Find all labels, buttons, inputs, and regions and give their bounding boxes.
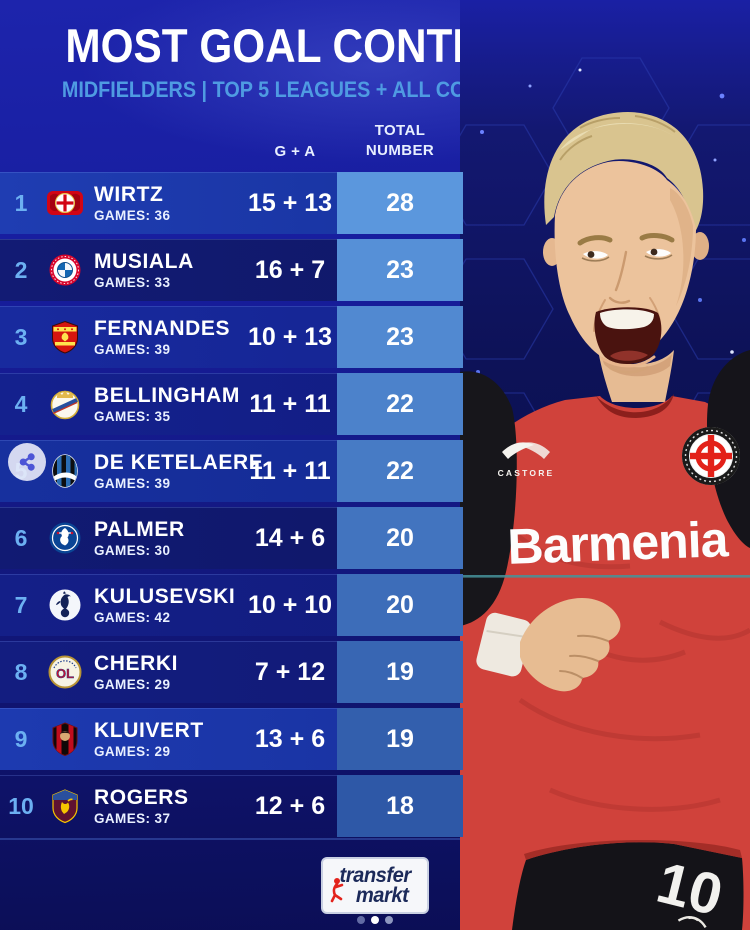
rank-label: 4: [14, 390, 28, 417]
rank-label: 7: [14, 591, 28, 618]
rank-label: 3: [14, 323, 28, 350]
goals-assists-value: 11 + 11: [249, 456, 331, 485]
column-header-ga: G + A: [274, 143, 316, 160]
bayer-leverkusen-badge-icon: [42, 188, 88, 218]
bayern-munich-badge-icon: [42, 253, 88, 287]
carousel-dot-active[interactable]: [371, 916, 379, 924]
tottenham-badge-icon: [42, 588, 88, 622]
total-value: 20: [337, 574, 463, 636]
kicking-player-icon: [328, 877, 346, 908]
player-games: GAMES: 29: [94, 744, 171, 760]
table-row: 1 WIRTZ GAMES: 36 15 + 13 28: [0, 172, 463, 234]
column-header-total-line1: TOTAL: [374, 122, 426, 139]
atalanta-badge-icon: [42, 453, 88, 489]
player-name: MUSIALA: [94, 249, 194, 273]
rank-label: 2: [14, 256, 28, 283]
chelsea-badge-icon: [42, 521, 88, 555]
player-games: GAMES: 39: [94, 342, 171, 358]
share-button[interactable]: [8, 443, 46, 481]
player-games: GAMES: 39: [94, 476, 171, 492]
table-row: 2 MUSIALA GAMES: 33 16 + 7 23: [0, 239, 463, 301]
player-games: GAMES: 33: [94, 275, 171, 291]
goals-assists-value: 10 + 10: [247, 590, 333, 619]
rank-label: 1: [14, 189, 28, 216]
castore-text: CASTORE: [498, 468, 555, 478]
player-games: GAMES: 30: [94, 543, 171, 559]
goals-assists-value: 14 + 6: [254, 523, 326, 552]
table-row: 7 KULUSEVSKI GAMES: 42 10 + 10 20: [0, 574, 463, 636]
rank-label: 6: [14, 524, 28, 551]
bournemouth-badge-icon: [42, 721, 88, 757]
leaderboard-table: 1 WIRTZ GAMES: 36 15 + 13 28 2 MUSIALA G…: [0, 172, 463, 842]
goals-assists-value: 7 + 12: [254, 657, 326, 686]
goals-assists-value: 16 + 7: [254, 255, 326, 284]
shorts-number-text: 10: [651, 850, 729, 929]
player-name: DE KETELAERE: [94, 450, 264, 474]
rank-label: 8: [14, 658, 28, 685]
player-games: GAMES: 35: [94, 409, 171, 425]
total-value: 19: [337, 708, 463, 770]
bayer-chest-badge-icon: [682, 427, 740, 485]
goals-assists-value: 15 + 13: [247, 188, 333, 217]
player-name: WIRTZ: [94, 182, 164, 206]
player-games: GAMES: 36: [94, 208, 171, 224]
column-header-total-line2: NUMBER: [365, 142, 435, 159]
share-icon: [19, 453, 35, 471]
logo-text-line2: markt: [355, 883, 408, 907]
player-photo: CASTORE Barmenia: [436, 0, 750, 930]
player-games: GAMES: 42: [94, 610, 171, 626]
table-row: 4 BELLINGHAM GAMES: 35 11 + 11 22: [0, 373, 463, 435]
player-games: GAMES: 37: [94, 811, 171, 827]
player-figure: CASTORE Barmenia: [460, 112, 750, 930]
table-row: 8 OL CHERKI GAMES: 29 7 + 12 19: [0, 641, 463, 703]
table-row: 3 FERNANDES GAMES: 39 10 + 13 23: [0, 306, 463, 368]
transfermarkt-logo: transfer markt: [321, 857, 429, 914]
player-name: PALMER: [94, 517, 185, 541]
carousel-dot[interactable]: [357, 916, 365, 924]
column-header-total: TOTAL NUMBER: [337, 121, 463, 161]
shorts-brand-icon: [677, 916, 707, 929]
goals-assists-value: 12 + 6: [254, 791, 326, 820]
total-value: 18: [337, 775, 463, 837]
goals-assists-value: 13 + 6: [254, 724, 326, 753]
player-name: ROGERS: [94, 785, 189, 809]
total-value: 23: [337, 306, 463, 368]
rank-label: 10: [8, 792, 34, 819]
player-games: GAMES: 29: [94, 677, 171, 693]
real-madrid-badge-icon: [42, 387, 88, 421]
jersey-sponsor-text: Barmenia: [507, 511, 731, 575]
player-shorts: [512, 842, 744, 930]
total-value: 23: [337, 239, 463, 301]
lyon-badge-text: OL: [56, 666, 74, 681]
lyon-badge-icon: OL: [42, 655, 88, 689]
rank-label: 9: [14, 725, 28, 752]
castore-logo-icon: CASTORE: [498, 442, 555, 478]
player-name: KULUSEVSKI: [94, 584, 236, 608]
sparkle-dots: [476, 68, 746, 374]
goals-assists-value: 10 + 13: [247, 322, 333, 351]
manchester-united-badge-icon: [42, 320, 88, 354]
player-name: KLUIVERT: [94, 718, 204, 742]
teal-accent-line: [460, 575, 750, 578]
total-value: 19: [337, 641, 463, 703]
carousel-dots: [0, 916, 750, 924]
total-value: 22: [337, 373, 463, 435]
table-row: 6 PALMER GAMES: 30 14 + 6 20: [0, 507, 463, 569]
total-value: 28: [337, 172, 463, 234]
player-name: FERNANDES: [94, 316, 231, 340]
player-hand: [520, 598, 621, 692]
aston-villa-badge-icon: [42, 788, 88, 824]
player-name: BELLINGHAM: [94, 383, 240, 407]
player-name: CHERKI: [94, 651, 179, 675]
goals-assists-value: 11 + 11: [249, 389, 331, 418]
logo-text-line1: transfer: [339, 864, 411, 888]
table-row: 5 DE KETELAERE GAMES: 39 11 + 11 22: [0, 440, 463, 502]
table-row: 9 KLUIVERT GAMES: 29 13 + 6 19: [0, 708, 463, 770]
table-row: 10 ROGERS GAMES: 37 12 + 6 18: [0, 775, 463, 837]
total-value: 20: [337, 507, 463, 569]
total-value: 22: [337, 440, 463, 502]
wrist-tape: [476, 612, 532, 677]
carousel-dot[interactable]: [385, 916, 393, 924]
